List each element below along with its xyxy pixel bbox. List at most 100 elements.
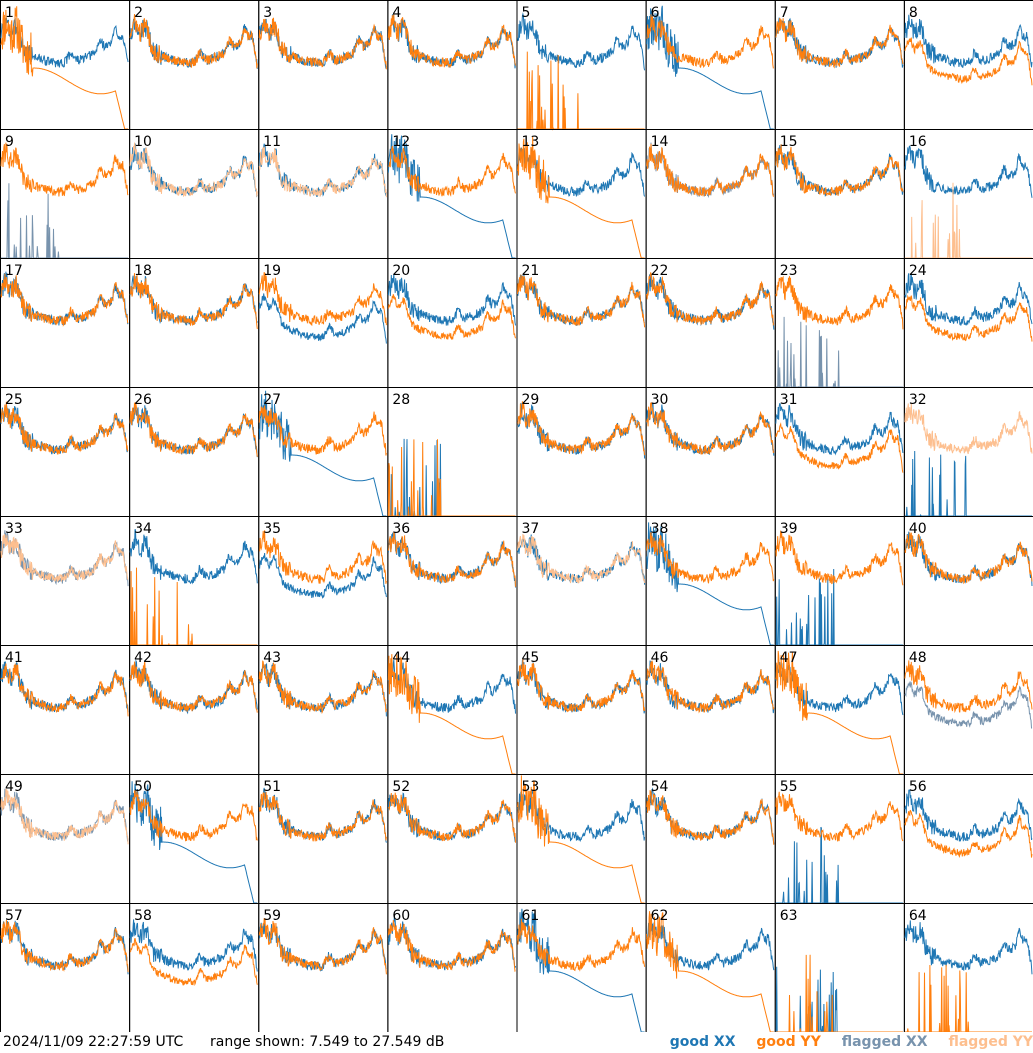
series-xx-line [129,529,258,585]
series-xx-line [646,522,774,646]
panel-19: 19 [258,258,389,388]
series-yy-line [646,532,775,584]
series-xx-line [904,273,1033,327]
series-yy-line [129,273,258,329]
panel-9: 9 [0,129,131,259]
series-yy-line [775,650,903,775]
series-yy-line [129,402,258,457]
panel-frame [645,0,776,130]
panel-label: 39 [780,521,798,537]
panel-label: 26 [134,392,152,408]
panel-label: 33 [5,521,23,537]
series-xx-line [775,316,903,388]
panel-label: 50 [134,779,152,795]
panel-16: 16 [903,129,1033,259]
panel-39: 39 [774,516,905,646]
panel-label: 13 [522,134,540,150]
series-yy-line [904,37,1033,86]
series-xx-line [387,134,516,259]
series-xx-line [904,920,1033,975]
panel-frame [516,0,647,130]
panel-44: 44 [387,645,518,775]
panel-63: 63 [774,903,905,1032]
panel-label: 51 [263,779,281,795]
panel-8: 8 [903,0,1033,130]
panel-label: 24 [909,263,927,279]
panel-2: 2 [129,0,260,130]
series-xx-line [258,662,387,717]
panel-10: 10 [129,129,260,259]
series-yy-line [258,271,387,327]
panel-14: 14 [645,129,776,259]
panel-5: 5 [516,0,647,131]
panel-label: 12 [392,134,410,150]
panel-label: 16 [909,134,927,150]
panel-label: 22 [651,263,669,279]
series-yy-line [0,273,129,327]
series-yy-line [904,809,1033,858]
panel-label: 36 [392,521,410,537]
panel-label: 58 [134,908,152,924]
panel-label: 37 [522,521,540,537]
panel-42: 42 [129,645,260,775]
panel-label: 30 [651,392,669,408]
series-yy-line [904,660,1033,714]
series-yy-line [387,531,516,587]
panel-26: 26 [129,387,260,517]
panel-label: 56 [909,779,927,795]
panel-label: 44 [392,650,410,666]
panel-64: 64 [903,903,1033,1032]
series-yy-line [517,401,646,456]
series-xx-line [0,17,129,68]
panel-50: 50 [129,774,260,904]
panel-59: 59 [258,903,389,1032]
series-yy-line [129,661,258,713]
panel-25: 25 [0,387,131,517]
panel-frame [903,903,1033,1032]
series-yy-line [258,791,387,842]
panel-label: 4 [392,5,401,21]
series-yy-line [904,532,1033,585]
panel-label: 6 [651,5,660,21]
series-xx-line [387,273,516,326]
series-yy-line [0,919,129,973]
panel-49: 49 [0,774,131,904]
panel-label: 62 [651,908,669,924]
panel-label: 31 [780,392,798,408]
series-xx-line [775,17,904,68]
series-yy-line [258,146,387,198]
panel-frame [903,0,1033,130]
panel-label: 54 [651,779,669,795]
panel-28: 28 [387,387,518,518]
panel-29: 29 [516,387,647,517]
panel-56: 56 [903,774,1033,904]
series-xx-line [517,908,645,1032]
footer: 2024/11/09 22:27:59 UTC range shown: 7.5… [0,1032,1033,1053]
series-xx-line [387,531,516,588]
series-yy-line [0,533,129,582]
panel-24: 24 [903,258,1033,388]
series-xx-line [904,789,1033,842]
series-xx-line [129,919,258,972]
panel-label: 29 [522,392,540,408]
panel-12: 12 [387,129,518,259]
series-yy-line [775,17,904,69]
series-yy-line [646,790,775,845]
series-xx-line [904,450,1032,517]
series-yy-line [0,788,129,845]
panel-21: 21 [516,258,647,388]
panel-label: 21 [522,263,540,279]
panel-13: 13 [516,129,647,259]
panel-label: 63 [780,908,798,924]
series-yy-line [129,937,258,987]
series-yy-line [775,275,904,330]
panel-48: 48 [903,645,1033,775]
legend-good-xx: good XX [669,1034,736,1050]
series-yy-line [129,141,258,198]
panel-label: 27 [263,392,281,408]
panel-label: 10 [134,134,152,150]
legend: good XX good YY flagged XX flagged YY [654,1032,1033,1053]
panel-15: 15 [774,129,905,259]
panel-46: 46 [645,645,776,775]
panel-4: 4 [387,0,518,130]
